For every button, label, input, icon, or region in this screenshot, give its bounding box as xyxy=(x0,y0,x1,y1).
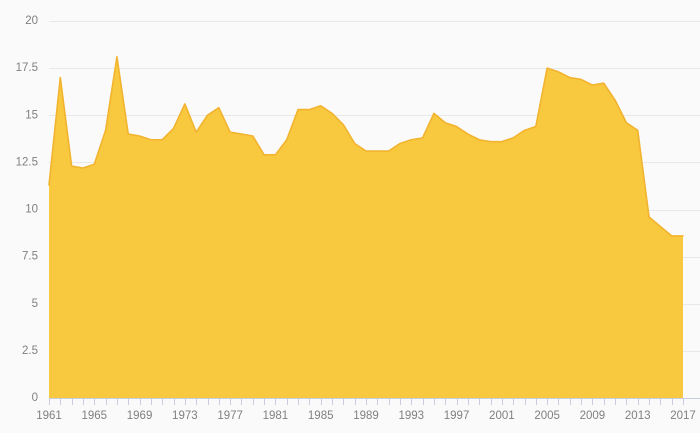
x-axis-tick-label: 1969 xyxy=(127,410,153,422)
x-axis-tick-label: 1961 xyxy=(36,410,62,422)
x-axis-tick-label: 1989 xyxy=(353,410,379,422)
y-axis-tick-label: 7.5 xyxy=(22,251,38,263)
x-axis-tick-label: 2017 xyxy=(670,410,696,422)
x-axis-tick-label: 1985 xyxy=(308,410,334,422)
y-axis-tick-label: 5 xyxy=(32,298,38,310)
area-series-fill xyxy=(49,56,683,399)
y-axis-tick-label: 10 xyxy=(25,204,38,216)
x-axis-tick-labels: 1961 1965 1969 1973 1977 1981 1985 1989 1993 1997… xyxy=(36,410,696,422)
x-axis-tick-label: 2001 xyxy=(489,410,515,422)
area-series-line xyxy=(48,56,684,237)
x-axis-tick-label: 1997 xyxy=(444,410,470,422)
x-axis-tick-label: 2013 xyxy=(625,410,651,422)
x-axis-tick-label: 1993 xyxy=(398,410,424,422)
x-axis-ticks xyxy=(49,398,684,405)
y-axis-tick-label: 2.5 xyxy=(22,345,38,357)
y-axis-tick-labels: 0 2.5 5 7.5 10 12.5 15 17.5 20 xyxy=(16,15,38,404)
y-axis-tick-label: 12.5 xyxy=(16,156,38,168)
y-axis-tick-label: 20 xyxy=(25,15,38,27)
x-axis-tick-label: 1977 xyxy=(217,410,243,422)
x-axis-tick-label: 2005 xyxy=(534,410,560,422)
x-axis-tick-label: 1965 xyxy=(81,410,107,422)
x-axis-tick-label: 2009 xyxy=(580,410,606,422)
y-axis-tick-label: 0 xyxy=(32,392,38,404)
y-axis-tick-label: 17.5 xyxy=(16,62,38,74)
x-axis-tick-label: 1973 xyxy=(172,410,198,422)
y-axis-tick-label: 15 xyxy=(25,109,38,121)
x-axis-tick-label: 1981 xyxy=(263,410,289,422)
area-series-group xyxy=(48,56,684,399)
